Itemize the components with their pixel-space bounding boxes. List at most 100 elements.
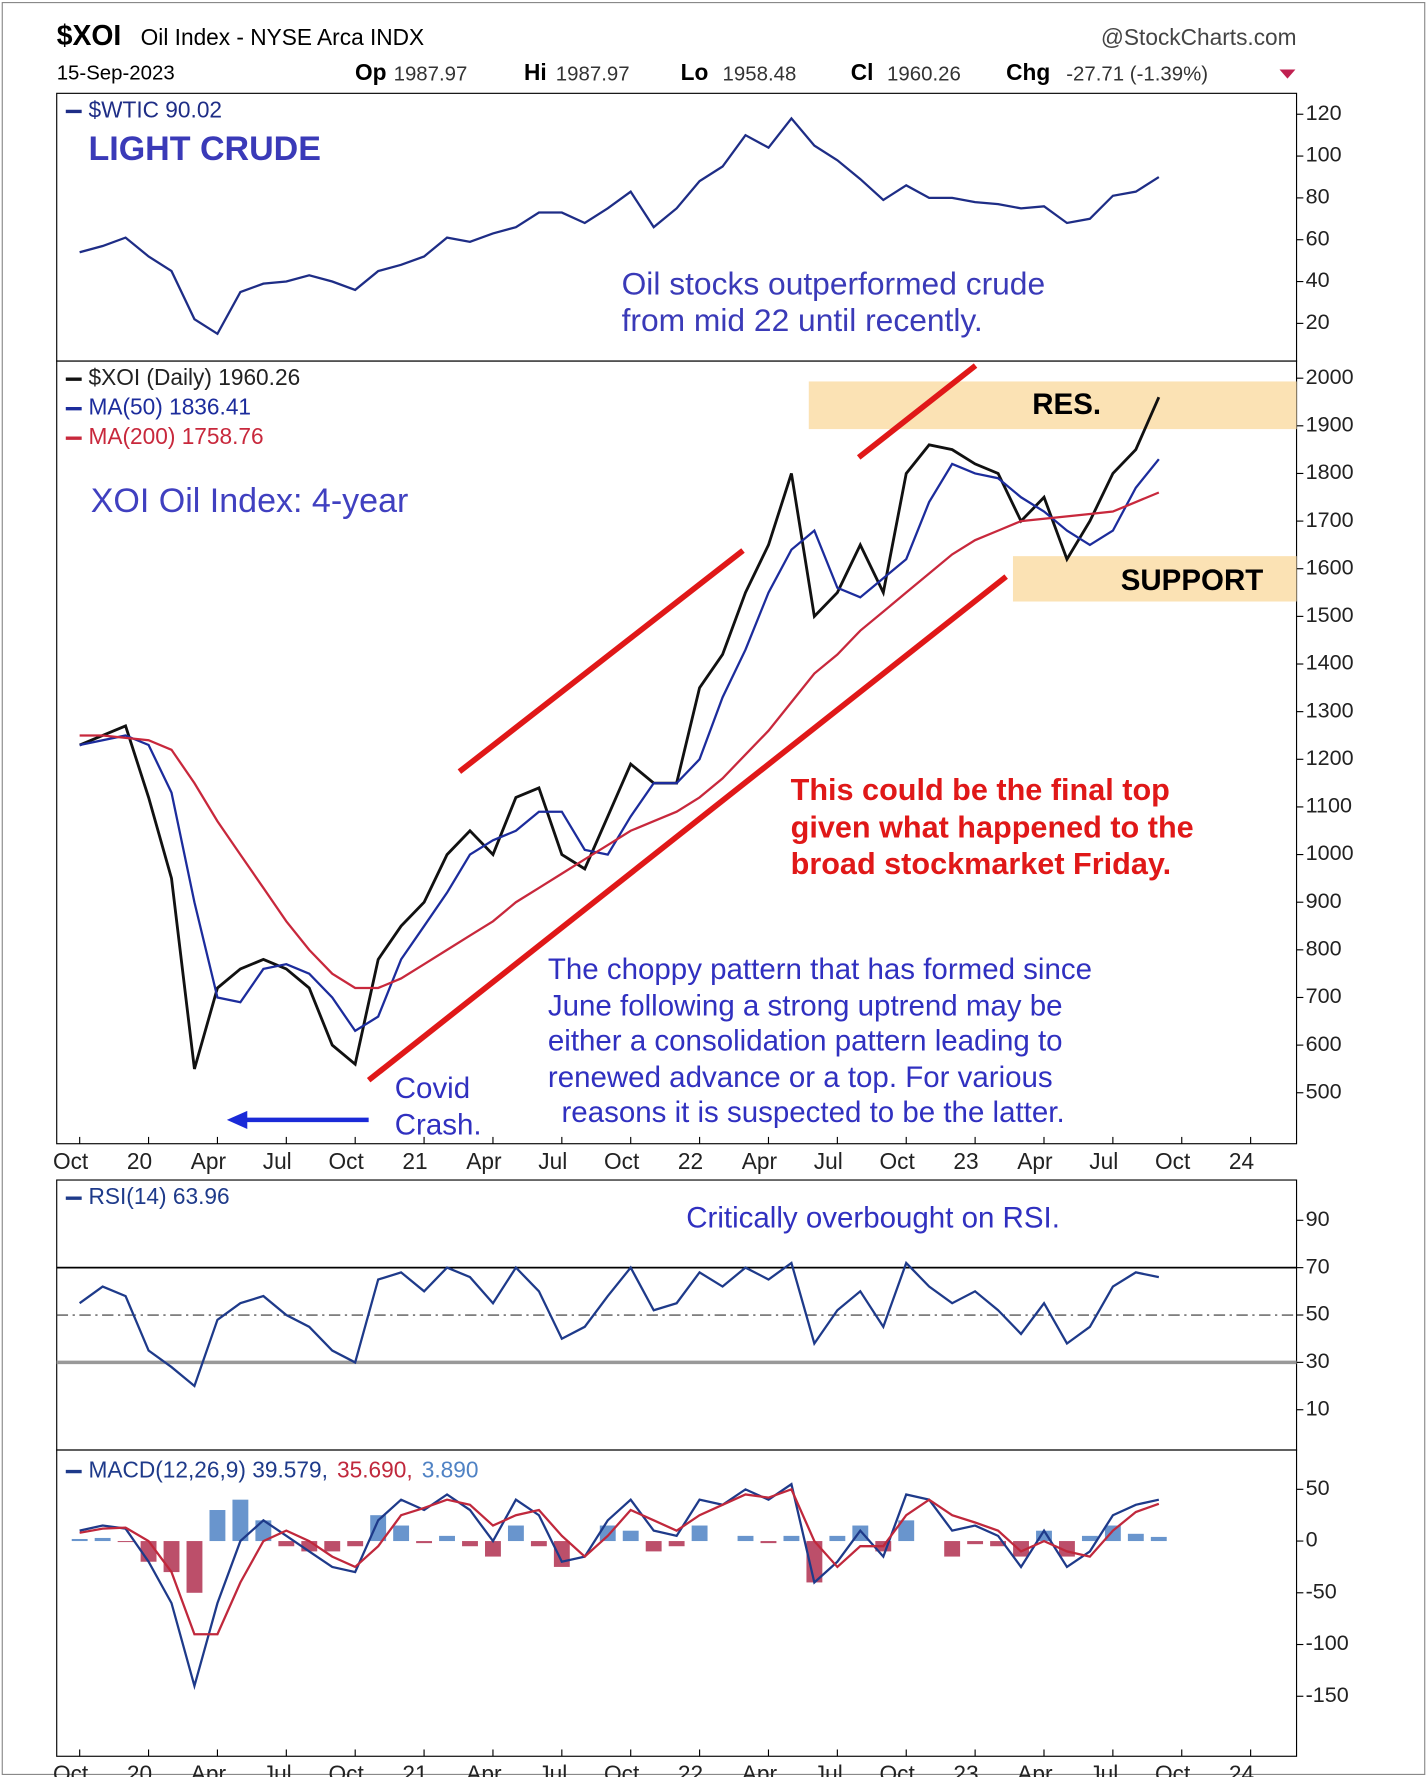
annotation: June following a strong uptrend may be <box>548 989 1063 1022</box>
legend-label: MA(200) 1758.76 <box>88 423 263 449</box>
histogram-bar <box>1127 1533 1144 1542</box>
arrow-head <box>226 1110 248 1129</box>
histogram-bar <box>301 1541 318 1552</box>
x-tick-label: 20 <box>127 1148 152 1174</box>
x-tick-label: Jul <box>1089 1761 1118 1777</box>
series-line <box>79 1482 1160 1691</box>
legend-label: $WTIC 90.02 <box>88 96 222 122</box>
y-tick-label: 1600 <box>1306 554 1354 579</box>
x-tick-label: 20 <box>127 1761 152 1777</box>
x-tick-label: Jul <box>1089 1148 1118 1174</box>
x-tick-label: 23 <box>953 1761 978 1777</box>
y-tick-label: 0 <box>1306 1527 1318 1552</box>
quote-value: -27.71 (-1.39%) <box>1066 64 1208 86</box>
legend-label: 3.890 <box>422 1457 479 1483</box>
legend-label: MA(50) 1836.41 <box>88 394 251 420</box>
quote-label: Lo <box>681 59 709 85</box>
histogram-bar <box>278 1541 295 1547</box>
annotation: This could be the final top <box>791 773 1170 807</box>
annotation: Covid <box>395 1072 470 1105</box>
histogram-bar <box>1104 1525 1121 1542</box>
histogram-bar <box>507 1525 524 1542</box>
quote-value: 1987.97 <box>394 64 468 86</box>
histogram-bar <box>1150 1536 1167 1542</box>
quote-value: 1987.97 <box>556 64 630 86</box>
y-tick-label: 1000 <box>1306 840 1354 865</box>
support-zone <box>1012 556 1297 602</box>
quote-value: 1958.48 <box>723 64 797 86</box>
histogram-bar <box>898 1520 915 1542</box>
y-tick-label: 90 <box>1306 1206 1330 1231</box>
legend-label: $XOI (Daily) 1960.26 <box>88 364 300 390</box>
x-tick-label: Oct <box>53 1761 89 1777</box>
annotation: XOI Oil Index: 4-year <box>91 482 409 520</box>
histogram-bar <box>783 1535 800 1542</box>
panel-frame <box>56 360 1298 1145</box>
y-tick-label: 1300 <box>1306 697 1354 722</box>
y-tick-label: 900 <box>1306 888 1342 913</box>
y-tick-label: 100 <box>1306 142 1342 167</box>
annotation: LIGHT CRUDE <box>88 130 320 168</box>
annotation: Oil stocks outperformed crude <box>622 266 1046 302</box>
x-tick-label: Oct <box>1155 1148 1191 1174</box>
x-tick-label: 22 <box>678 1761 703 1777</box>
x-tick-label: Apr <box>466 1148 502 1174</box>
histogram-bar <box>1036 1530 1052 1542</box>
x-tick-label: Apr <box>191 1761 227 1777</box>
legend-label: 35.690, <box>337 1457 413 1483</box>
histogram-bar <box>117 1541 134 1543</box>
x-tick-label: Jul <box>263 1761 292 1777</box>
histogram-bar <box>186 1541 203 1593</box>
histogram-bar <box>485 1541 501 1557</box>
x-tick-label: Jul <box>263 1148 292 1174</box>
histogram-bar <box>324 1541 341 1552</box>
series-line <box>79 491 1160 990</box>
histogram-bar <box>140 1541 157 1562</box>
y-tick-label: 50 <box>1306 1301 1330 1326</box>
x-tick-label: Jul <box>538 1761 567 1777</box>
resistance-zone <box>808 381 1297 430</box>
x-tick-label: Apr <box>1017 1148 1053 1174</box>
annotation: reasons it is suspected to be the latter… <box>561 1096 1064 1129</box>
series-line <box>79 116 1160 336</box>
trend-lines <box>366 363 1008 1083</box>
y-tick-label: 10 <box>1306 1395 1330 1420</box>
histogram-bar <box>668 1541 685 1547</box>
annotation: either a consolidation pattern leading t… <box>548 1025 1063 1058</box>
histogram-bar <box>1013 1541 1029 1557</box>
annotation: RES. <box>1032 388 1101 421</box>
series-line <box>78 1260 1160 1388</box>
series-line <box>79 396 1161 1070</box>
annotation: Critically overbought on RSI. <box>686 1202 1060 1235</box>
quote-label: Op <box>355 59 386 85</box>
histogram-bar <box>439 1535 455 1542</box>
x-tick-label: Apr <box>742 1761 778 1777</box>
histogram-bar <box>94 1537 111 1542</box>
trend-line <box>366 574 1008 1083</box>
x-tick-label: Apr <box>1017 1761 1053 1777</box>
annotation: Crash. <box>395 1109 482 1142</box>
x-tick-label: Oct <box>1155 1761 1191 1777</box>
annotation: The choppy pattern that has formed since <box>548 953 1092 986</box>
histogram-bar <box>553 1541 570 1567</box>
y-tick-label: 60 <box>1306 225 1330 250</box>
x-tick-label: Oct <box>604 1148 640 1174</box>
histogram-bar <box>255 1520 272 1542</box>
trend-line <box>856 363 978 460</box>
y-tick-label: 80 <box>1306 184 1330 209</box>
histogram-bar <box>760 1541 777 1544</box>
histogram-bar <box>163 1541 180 1573</box>
x-tick-label: Oct <box>880 1148 916 1174</box>
histogram-bar <box>967 1541 984 1545</box>
x-tick-label: 21 <box>402 1148 427 1174</box>
x-tick-label: 23 <box>953 1148 978 1174</box>
y-tick-label: 800 <box>1306 936 1342 961</box>
annotation: from mid 22 until recently. <box>622 302 983 338</box>
x-tick-label: Oct <box>328 1148 364 1174</box>
x-tick-label: Oct <box>53 1148 89 1174</box>
histogram-bar <box>347 1541 364 1547</box>
y-tick-label: 1700 <box>1306 507 1354 532</box>
y-tick-label: 120 <box>1306 100 1342 125</box>
